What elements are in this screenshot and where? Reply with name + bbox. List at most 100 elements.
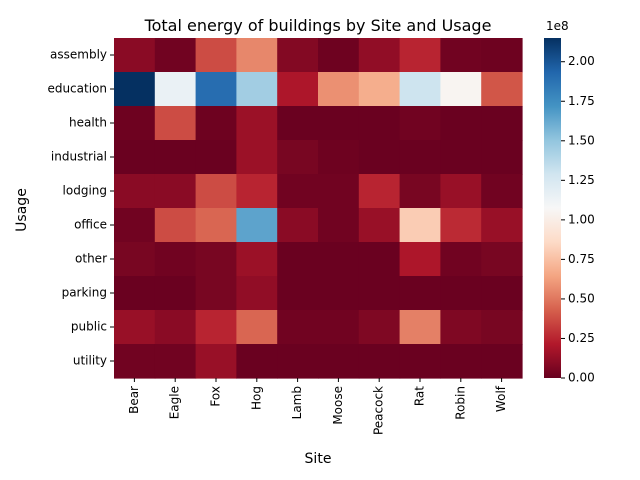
- heatmap-cell-public-wolf: [481, 310, 523, 345]
- heatmap-cell-health-bear: [114, 106, 156, 141]
- heatmap-cell-lodging-moose: [318, 174, 360, 209]
- heatmap-cell-health-moose: [318, 106, 360, 141]
- x-tick-label: Hog: [249, 386, 263, 410]
- heatmap-cell-public-bear: [114, 310, 156, 345]
- heatmap-cell-health-fox: [195, 106, 237, 141]
- heatmap-cell-office-peacock: [358, 208, 401, 243]
- heatmap-cell-assembly-wolf: [481, 38, 523, 73]
- heatmap-cell-health-robin: [440, 106, 482, 141]
- y-tick-label: other: [75, 252, 107, 266]
- heatmap-cell-utility-rat: [399, 344, 441, 379]
- heatmap-cell-public-fox: [195, 310, 237, 345]
- heatmap-cell-office-bear: [114, 208, 156, 243]
- heatmap-cell-health-wolf: [481, 106, 523, 141]
- x-tick-label: Lamb: [290, 386, 304, 419]
- x-tick-label: Peacock: [372, 386, 386, 435]
- heatmap-cell-parking-fox: [195, 276, 237, 311]
- heatmap-cell-utility-lamb: [277, 344, 319, 379]
- heatmap-cell-public-moose: [318, 310, 360, 345]
- heatmap-cell-other-fox: [195, 242, 237, 277]
- y-tick-label: utility: [73, 354, 107, 368]
- heatmap-cell-lodging-hog: [236, 174, 278, 209]
- x-tick-label: Rat: [413, 386, 427, 406]
- heatmap-cell-industrial-bear: [114, 140, 156, 175]
- heatmap-cell-office-robin: [440, 208, 482, 243]
- heatmap-cell-industrial-wolf: [481, 140, 523, 175]
- heatmap-cell-other-hog: [236, 242, 278, 277]
- heatmap-cell-public-hog: [236, 310, 278, 345]
- y-tick-label: education: [47, 82, 107, 96]
- heatmap-cell-lodging-eagle: [154, 174, 197, 209]
- colorbar-offset-label: 1e8: [546, 19, 569, 33]
- heatmap-cell-assembly-lamb: [277, 38, 319, 73]
- x-axis-label: Site: [305, 451, 332, 467]
- heatmap-cell-education-robin: [440, 72, 482, 107]
- heatmap-cell-utility-eagle: [154, 344, 197, 379]
- heatmap-cell-lodging-bear: [114, 174, 156, 209]
- colorbar-tick-label: 0.00: [568, 371, 595, 385]
- heatmap-cell-parking-eagle: [154, 276, 197, 311]
- heatmap-cell-assembly-moose: [318, 38, 360, 73]
- heatmap-cell-public-rat: [399, 310, 441, 345]
- heatmap-cell-public-eagle: [154, 310, 197, 345]
- x-tick-label: Bear: [127, 386, 141, 414]
- heatmap-cell-education-eagle: [154, 72, 197, 107]
- colorbar: 0.00 0.25 0.50 0.75 1.00 1.25 1.50 1.75 2.00 1e8: [544, 19, 595, 385]
- heatmap-cell-industrial-hog: [236, 140, 278, 175]
- heatmap-cell-office-fox: [195, 208, 237, 243]
- heatmap-cell-assembly-bear: [114, 38, 156, 73]
- y-tick-label: lodging: [63, 184, 107, 198]
- heatmap-cell-other-bear: [114, 242, 156, 277]
- heatmap-cell-utility-hog: [236, 344, 278, 379]
- y-tick-label: health: [69, 116, 107, 130]
- heatmap-cell-lodging-wolf: [481, 174, 523, 209]
- heatmap-cell-public-robin: [440, 310, 482, 345]
- heatmap-cell-other-lamb: [277, 242, 319, 277]
- heatmap-cell-office-eagle: [154, 208, 197, 243]
- colorbar-tick-label: 0.25: [568, 331, 595, 345]
- colorbar-tick-label: 1.25: [568, 173, 595, 187]
- colorbar-tick-label: 0.75: [568, 252, 595, 266]
- heatmap-cell-education-wolf: [481, 72, 523, 107]
- y-tick-label: public: [71, 320, 107, 334]
- heatmap-cell-education-rat: [399, 72, 441, 107]
- heatmap-cell-parking-rat: [399, 276, 441, 311]
- y-axis-ticks: assembly education health industrial lodging…: [47, 48, 114, 368]
- y-tick-label: parking: [62, 286, 107, 300]
- heatmap-cell-industrial-moose: [318, 140, 360, 175]
- x-tick-label: Fox: [209, 386, 223, 407]
- heatmap-cell-other-rat: [399, 242, 441, 277]
- heatmap-cell-lodging-fox: [195, 174, 237, 209]
- heatmap-cell-other-wolf: [481, 242, 523, 277]
- chart-title: Total energy of buildings by Site and Us…: [144, 16, 492, 35]
- heatmap-cell-assembly-robin: [440, 38, 482, 73]
- heatmap-cell-utility-wolf: [481, 344, 523, 379]
- heatmap-cell-education-fox: [195, 72, 237, 107]
- heatmap-cell-parking-moose: [318, 276, 360, 311]
- heatmap-cells: [114, 38, 523, 379]
- heatmap-cell-lodging-lamb: [277, 174, 319, 209]
- y-tick-label: assembly: [50, 48, 107, 62]
- x-tick-label: Wolf: [494, 385, 508, 412]
- colorbar-tick-label: 0.50: [568, 291, 595, 305]
- heatmap-cell-public-lamb: [277, 310, 319, 345]
- colorbar-tick-label: 2.00: [568, 54, 595, 68]
- heatmap-cell-health-hog: [236, 106, 278, 141]
- colorbar-tick-label: 1.50: [568, 133, 595, 147]
- heatmap-cell-industrial-fox: [195, 140, 237, 175]
- heatmap-cell-industrial-peacock: [358, 140, 401, 175]
- heatmap-cell-education-peacock: [358, 72, 401, 107]
- heatmap-cell-lodging-peacock: [358, 174, 401, 209]
- heatmap-cell-office-wolf: [481, 208, 523, 243]
- x-axis-ticks: Bear Eagle Fox Hog Lamb Moose Peacock Rat Robin W…: [127, 378, 508, 435]
- heatmap-cell-other-peacock: [358, 242, 401, 277]
- colorbar-gradient: [544, 38, 561, 378]
- heatmap-cell-industrial-rat: [399, 140, 441, 175]
- heatmap-cell-assembly-hog: [236, 38, 278, 73]
- heatmap-cell-industrial-lamb: [277, 140, 319, 175]
- heatmap-cell-utility-robin: [440, 344, 482, 379]
- heatmap-cell-parking-wolf: [481, 276, 523, 311]
- heatmap-cell-lodging-rat: [399, 174, 441, 209]
- heatmap-cell-education-lamb: [277, 72, 319, 107]
